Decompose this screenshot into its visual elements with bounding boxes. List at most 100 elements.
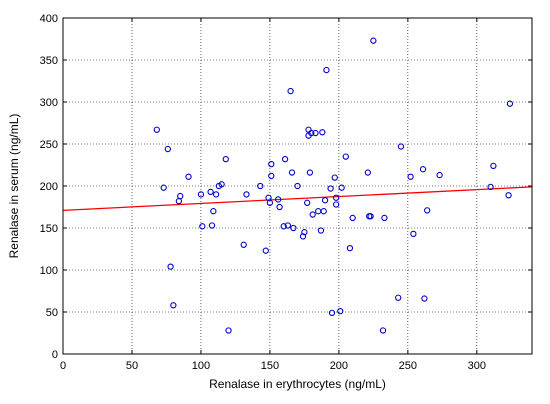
data-point xyxy=(410,230,417,238)
data-point xyxy=(257,182,264,190)
data-point xyxy=(407,173,414,180)
data-point xyxy=(275,196,282,203)
data-point xyxy=(490,162,497,169)
x-tick-labels: 0 50 100 150 200 250 300 xyxy=(60,360,486,372)
y-axis-title: Renalase in serum (ng/mL) xyxy=(7,114,21,259)
data-point xyxy=(281,155,289,163)
data-point xyxy=(320,208,327,215)
data-point xyxy=(240,241,247,248)
data-point xyxy=(315,208,322,215)
x-axis-title: Renalase in erythrocytes (ng/mL) xyxy=(209,377,386,391)
data-points xyxy=(153,37,514,334)
data-point xyxy=(170,302,177,309)
plot-frame xyxy=(62,17,533,355)
data-point xyxy=(319,129,326,136)
data-point xyxy=(419,166,427,173)
data-point xyxy=(268,172,275,180)
data-point xyxy=(185,173,192,180)
data-point xyxy=(262,247,269,254)
data-point xyxy=(284,222,291,229)
data-point xyxy=(487,183,494,190)
data-point xyxy=(218,181,225,188)
trend-line xyxy=(62,186,533,212)
data-point xyxy=(328,309,336,316)
data-point xyxy=(342,153,349,160)
data-point xyxy=(317,227,325,234)
data-point xyxy=(364,169,371,176)
data-point xyxy=(197,191,205,198)
y-tick-label: 350 xyxy=(40,55,58,67)
data-point xyxy=(323,66,330,74)
data-point xyxy=(208,222,216,229)
data-point xyxy=(288,169,296,176)
data-point xyxy=(436,171,443,179)
data-point xyxy=(304,199,311,206)
data-point xyxy=(164,145,171,153)
y-tick-label: 400 xyxy=(40,13,58,25)
y-tick-label: 150 xyxy=(40,223,58,235)
data-point xyxy=(321,197,329,204)
data-point xyxy=(153,126,160,133)
data-point xyxy=(331,174,338,181)
data-point xyxy=(225,327,232,334)
data-point xyxy=(370,37,377,44)
data-point xyxy=(160,184,167,191)
data-point xyxy=(346,245,354,252)
data-point xyxy=(332,201,340,208)
y-tick-label: 0 xyxy=(52,349,58,361)
data-point xyxy=(287,87,294,95)
x-tick-label: 300 xyxy=(468,360,486,372)
data-point xyxy=(243,191,250,198)
data-point xyxy=(395,294,402,301)
data-point xyxy=(199,223,206,230)
data-point xyxy=(280,223,287,230)
data-point xyxy=(207,188,214,196)
data-point xyxy=(175,197,183,205)
x-tick-label: 50 xyxy=(126,360,138,372)
y-tick-labels: 0 50 100 150 200 250 300 350 400 xyxy=(40,13,58,361)
x-tick-label: 250 xyxy=(399,360,417,372)
data-point xyxy=(268,161,275,168)
data-point xyxy=(338,184,345,191)
data-point xyxy=(305,126,312,133)
x-tick-label: 0 xyxy=(60,360,66,372)
data-point xyxy=(210,208,217,215)
data-point xyxy=(367,213,374,220)
y-tick-label: 50 xyxy=(46,307,58,319)
y-tick-label: 300 xyxy=(40,97,58,109)
data-point xyxy=(290,224,297,232)
y-tick-label: 200 xyxy=(40,181,58,193)
data-point xyxy=(349,214,356,222)
data-point xyxy=(306,169,314,176)
data-point xyxy=(177,192,184,200)
data-point xyxy=(308,129,315,137)
grid-lines xyxy=(63,18,532,354)
y-tick-label: 100 xyxy=(40,265,58,277)
data-point xyxy=(222,155,229,163)
y-tick-label: 250 xyxy=(40,139,58,151)
data-point xyxy=(506,100,514,107)
data-point xyxy=(381,214,388,222)
data-point xyxy=(212,191,220,198)
data-point xyxy=(299,233,307,240)
data-point xyxy=(266,199,274,206)
data-point xyxy=(276,203,283,211)
x-tick-label: 150 xyxy=(261,360,279,372)
data-point xyxy=(332,194,340,201)
data-point xyxy=(312,129,319,137)
data-point xyxy=(379,327,387,334)
data-point xyxy=(327,185,334,192)
data-point xyxy=(421,295,428,302)
data-point xyxy=(397,143,405,150)
x-tick-label: 100 xyxy=(192,360,210,372)
data-point xyxy=(301,229,308,236)
data-point xyxy=(309,211,316,218)
data-point xyxy=(424,207,431,214)
data-point xyxy=(167,263,174,270)
data-point xyxy=(505,192,512,199)
data-point xyxy=(337,308,344,315)
data-point xyxy=(294,182,301,190)
x-tick-label: 200 xyxy=(330,360,348,372)
